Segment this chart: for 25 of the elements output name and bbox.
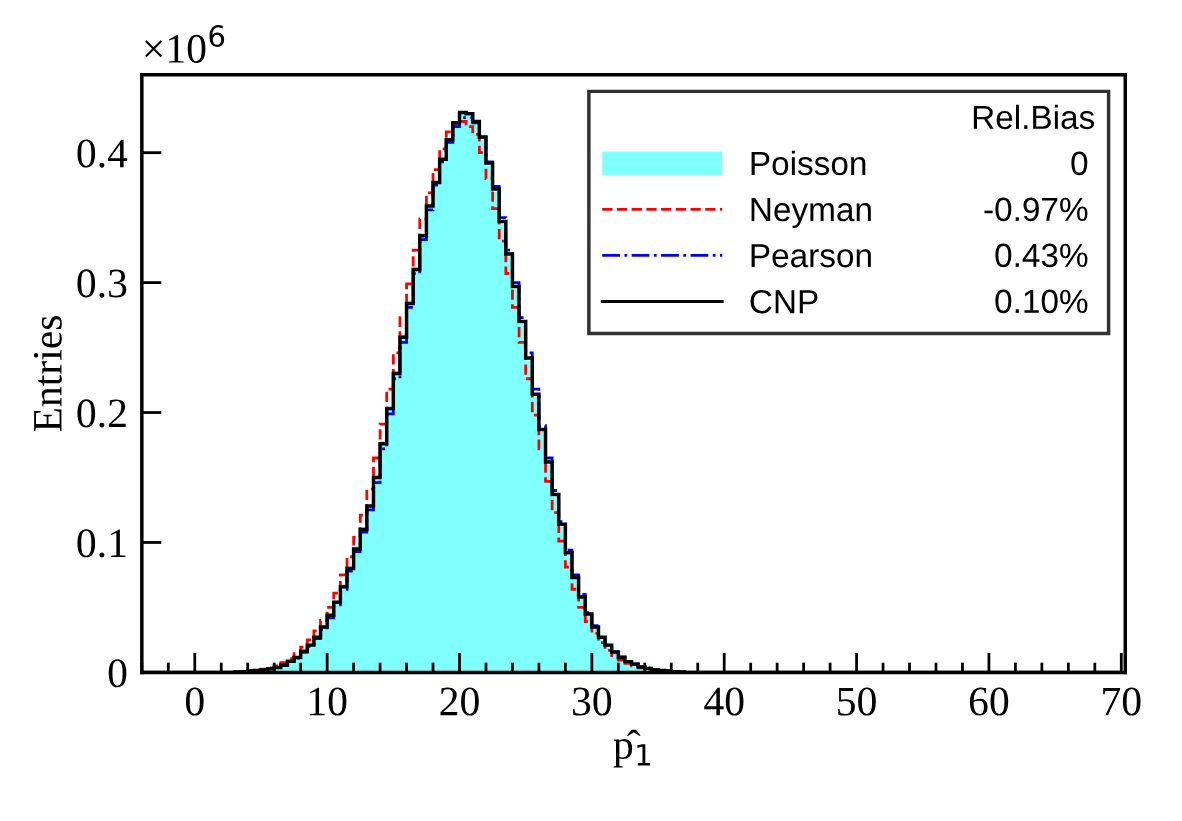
x-tick-label: 20 xyxy=(440,687,479,716)
annotation: 0 xyxy=(1071,151,1088,176)
annotation: 0.43% xyxy=(995,243,1088,268)
y-axis-title: Entries xyxy=(33,316,62,432)
legend-label: Pearson xyxy=(751,244,871,268)
x-tick-label: 70 xyxy=(1103,687,1141,716)
legend-label: Neyman xyxy=(751,198,871,228)
x-tick-label: 50 xyxy=(838,687,876,716)
y-tick-label: 0 xyxy=(108,659,127,688)
legend-label: CNP xyxy=(750,289,818,314)
x-tick-label: 40 xyxy=(704,687,744,716)
x-tick-label: 60 xyxy=(969,687,1009,716)
x-tick-label: 10 xyxy=(309,687,347,716)
y-tick-label: 0.3 xyxy=(77,269,127,298)
y-tick-label: 0.2 xyxy=(77,399,126,428)
x-tick-label: 0 xyxy=(185,687,204,716)
y-tick-label: 0.1 xyxy=(77,529,126,558)
y-tick-label: 0.4 xyxy=(77,139,128,168)
x-tick-label: 30 xyxy=(573,687,612,716)
x-axis-title: p̂$_{1}$ xyxy=(613,729,651,768)
legend-title: Rel.Bias xyxy=(973,104,1095,130)
annotation: -0.97% xyxy=(984,197,1088,222)
annotation: 0.10% xyxy=(995,289,1088,314)
text: ×10$^{6}$ xyxy=(145,24,225,63)
legend-label: Poisson xyxy=(751,150,866,176)
